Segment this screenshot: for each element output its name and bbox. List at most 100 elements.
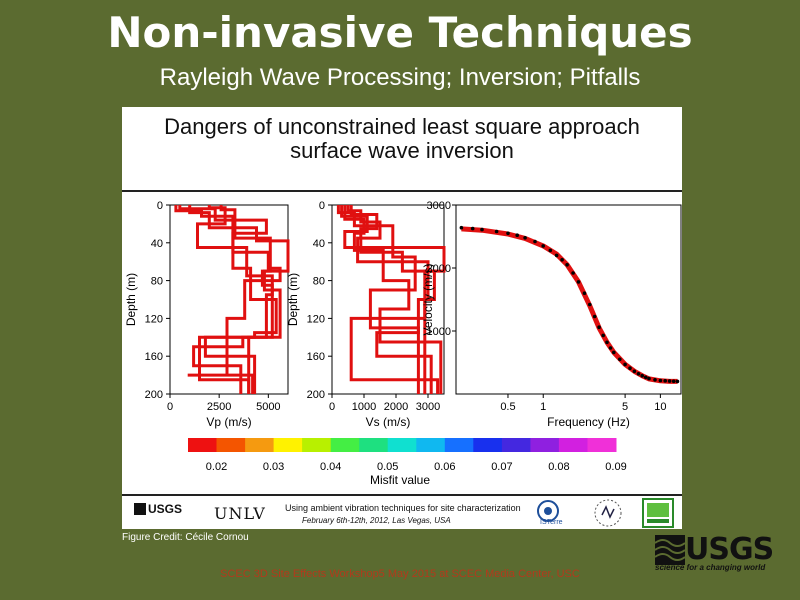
observed-point-28 [640, 373, 644, 378]
figure-title-line1: Dangers of unconstrained least square ap… [164, 114, 640, 139]
panel-frame-1 [331, 204, 445, 395]
isterre-logo-icon [537, 500, 559, 522]
xtick-label-1-1000: 1000 [352, 401, 376, 413]
observed-point-27 [636, 372, 641, 376]
colorbar-tick-5: 0.07 [491, 461, 512, 473]
profile-line-1-2 [346, 205, 433, 394]
usgs-logo-word: USGS [685, 532, 774, 567]
colorbar-segment-0 [188, 438, 217, 452]
panel-frame-2 [455, 204, 682, 395]
observed-point-9 [548, 248, 553, 253]
ytick-label-1-120: 120 [307, 313, 325, 325]
figure-title: Dangers of unconstrained least square ap… [122, 115, 682, 163]
colorbar-segment-9 [444, 438, 474, 452]
colorbar-segment-8 [416, 438, 446, 452]
figure-panel: Dangers of unconstrained least square ap… [122, 107, 682, 529]
isterre-label: ISTerre [540, 519, 563, 526]
colorbar-segment-2 [245, 438, 275, 452]
colorbar-label: Misfit value [370, 473, 430, 487]
ytick-label-1-160: 160 [307, 351, 325, 363]
colorbar-tick-2: 0.04 [320, 461, 341, 473]
colorbar-segment-4 [302, 438, 332, 452]
observed-point-30 [647, 376, 651, 381]
xtick-label-0-5000: 5000 [256, 401, 280, 413]
ytick-label-1-200: 200 [307, 389, 325, 401]
xtick-label-1-3000: 3000 [416, 401, 440, 413]
colorbar-segment-10 [473, 438, 503, 452]
observed-point-14 [576, 280, 581, 284]
observed-point-15 [582, 291, 587, 295]
observed-point-2 [480, 227, 484, 232]
xlabel-1: Vs (m/s) [366, 415, 411, 429]
observed-point-35 [671, 379, 676, 384]
ytick-label-0-200: 200 [145, 389, 163, 401]
profile-line-1-4 [343, 205, 443, 394]
colorbar-segment-14 [587, 438, 617, 452]
colorbar-segment-5 [330, 438, 360, 452]
ytick-label-0-80: 80 [151, 276, 163, 288]
observed-point-8 [541, 244, 545, 248]
ytick-label-2-2000: 2000 [427, 263, 451, 275]
model-dispersion-curve [461, 226, 678, 384]
ytick-label-2-1000: 1000 [427, 326, 451, 338]
colorbar-segment-13 [558, 438, 588, 452]
usgs-small-mark-icon [134, 503, 146, 515]
xtick-label-2-0.5: 0.5 [500, 401, 515, 413]
xtick-label-0-2500: 2500 [207, 401, 231, 413]
xtick-label-0-0: 0 [167, 401, 173, 413]
slide-title: Non-invasive Techniques [107, 8, 693, 57]
observed-point-21 [608, 346, 613, 350]
colorbar-segment-12 [530, 438, 560, 452]
observed-point-22 [612, 350, 616, 355]
colorbar-segment-7 [387, 438, 417, 452]
ylabel-2: Velocity (m/s) [421, 263, 435, 335]
xtick-label-1-0: 0 [329, 401, 335, 413]
observed-point-32 [658, 378, 663, 383]
footer-event-title: Using ambient vibration techniques for s… [285, 503, 521, 513]
profile-line-0-4 [219, 205, 282, 394]
figure-bottom-rule [122, 494, 682, 496]
observed-point-16 [588, 302, 592, 307]
observed-point-29 [643, 375, 648, 380]
ylabel-0: Depth (m) [124, 273, 138, 326]
slide-subtitle: Rayleigh Wave Processing; Inversion; Pit… [159, 64, 641, 91]
figure-title-line2: surface wave inversion [290, 138, 514, 163]
usgs-small-logo: USGS [134, 502, 182, 516]
observed-point-13 [571, 271, 575, 275]
xtick-label-2-1: 1 [540, 401, 546, 413]
observed-point-10 [554, 253, 559, 258]
usgs-wave-icon [655, 534, 685, 565]
observed-point-0 [459, 225, 464, 230]
ytick-label-0-120: 120 [145, 313, 163, 325]
colorbar-segment-11 [501, 438, 531, 452]
seal-logo-icon [594, 499, 622, 527]
colorbar-tick-4: 0.06 [434, 461, 455, 473]
xlabel-2: Frequency (Hz) [547, 415, 630, 429]
usgs-logo: USGS science for a changing world [655, 532, 774, 572]
figure-credit: Figure Credit: Cécile Cornou [122, 532, 249, 543]
observed-point-1 [470, 226, 475, 231]
profile-line-1-1 [340, 205, 446, 394]
observed-point-5 [515, 233, 519, 237]
colorbar-tick-7: 0.09 [605, 461, 626, 473]
figure-top-rule [122, 190, 682, 192]
observed-point-33 [663, 379, 667, 383]
footer-event-date: February 6th-12th, 2012, Las Vegas, USA [302, 516, 451, 525]
xtick-label-1-2000: 2000 [384, 401, 408, 413]
observed-point-36 [675, 379, 680, 384]
colorbar-tick-1: 0.03 [263, 461, 284, 473]
observed-point-24 [623, 362, 627, 367]
green-logo-icon [642, 498, 674, 528]
profile-line-0-0 [174, 205, 282, 394]
observed-point-11 [560, 258, 564, 262]
observed-point-34 [667, 379, 672, 383]
xtick-label-2-10: 10 [654, 401, 666, 413]
observed-point-3 [494, 229, 499, 234]
observed-point-18 [597, 325, 601, 329]
observed-point-25 [628, 366, 632, 370]
observed-point-17 [592, 314, 597, 319]
ytick-label-1-0: 0 [319, 200, 325, 212]
usgs-small-text: USGS [148, 502, 183, 516]
observed-point-20 [605, 340, 609, 345]
